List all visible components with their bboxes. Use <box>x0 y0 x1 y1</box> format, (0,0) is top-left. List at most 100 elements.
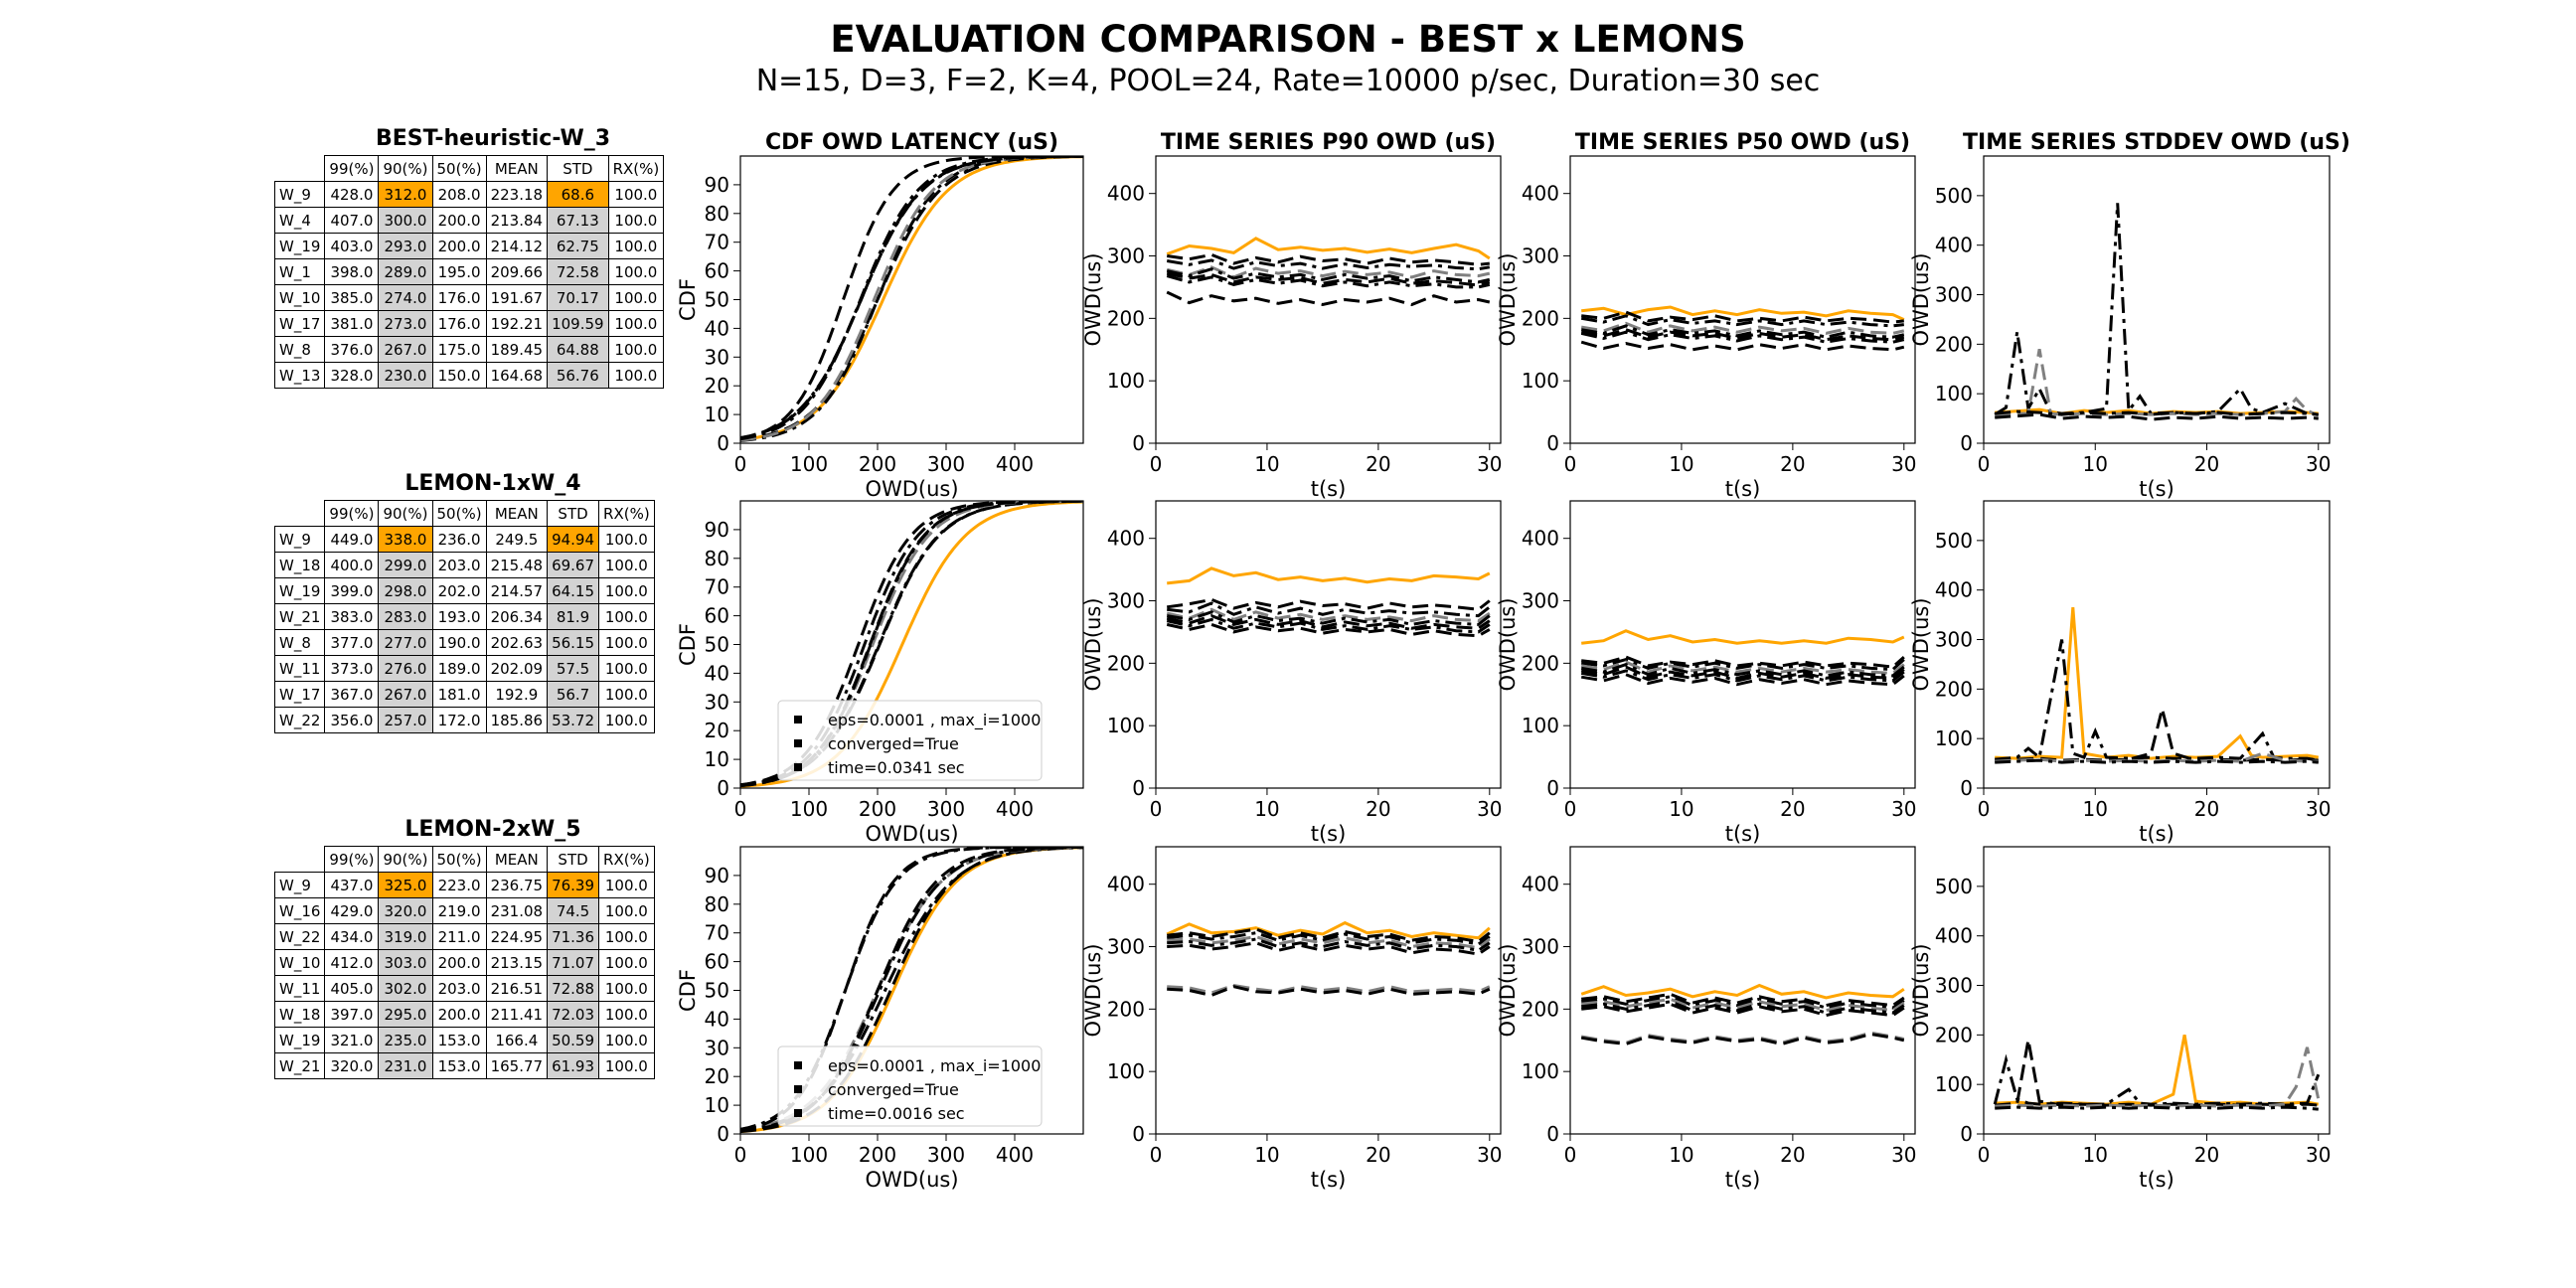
table-cell: 213.84 <box>485 207 549 234</box>
y-tick-label: 0 <box>1960 776 1973 800</box>
y-tick-label: 400 <box>1935 234 1973 257</box>
y-tick-label: 100 <box>1935 1072 1973 1096</box>
plot-frame <box>1569 500 1916 789</box>
table-cell: 289.0 <box>378 258 433 285</box>
y-tick-label: 300 <box>1935 628 1973 652</box>
x-tick-label: 200 <box>859 1143 896 1167</box>
y-tick-label: 60 <box>705 604 729 628</box>
table-cell: 71.36 <box>547 923 600 950</box>
series-line <box>740 501 1083 787</box>
table-cell: 381.0 <box>324 310 380 337</box>
table-title: LEMON-2xW_5 <box>404 817 581 842</box>
y-tick-label: 90 <box>705 173 729 197</box>
series-line <box>1581 1002 1905 1018</box>
table-title: LEMON-1xW_4 <box>404 471 581 496</box>
y-axis-label: OWD(us) <box>1081 252 1105 346</box>
x-tick-label: 0 <box>1564 1143 1577 1167</box>
table-cell: 399.0 <box>324 577 380 604</box>
table-cell: 100.0 <box>598 603 655 630</box>
table-cell: 257.0 <box>378 707 433 733</box>
plot-frame <box>739 500 1084 789</box>
table-corner <box>275 847 325 873</box>
y-tick-label: 200 <box>1107 997 1145 1021</box>
table-cell: 53.72 <box>547 707 600 733</box>
table-cell: 303.0 <box>378 949 433 976</box>
chart-panel-1-row-1: CDF OWD LATENCY (uS) 0 100 200 300 400 0 10 20 30… <box>676 130 1084 501</box>
series-line <box>1166 267 1491 284</box>
column-header: RX(%) <box>598 500 655 527</box>
table-cell: 175.0 <box>431 336 487 363</box>
table-cell: 100.0 <box>607 258 665 285</box>
table-corner <box>275 501 325 527</box>
y-tick-label: 500 <box>1935 184 1973 208</box>
table-cell: 328.0 <box>324 362 380 389</box>
table-cell: 81.9 <box>547 603 600 630</box>
x-axis-label: OWD(us) <box>865 477 958 501</box>
table-cell: 376.0 <box>324 336 380 363</box>
series-line <box>1167 601 1491 618</box>
y-tick-label: 20 <box>705 374 729 398</box>
legend-entry: time=0.0341 sec <box>828 758 965 777</box>
x-tick-label: 0 <box>1150 452 1163 476</box>
row-label: W_9 <box>273 181 326 208</box>
series-line <box>1166 258 1491 271</box>
x-tick-label: 20 <box>2194 452 2219 476</box>
table-header-row: 99(%) 90(%) 50(%) MEAN STD RX(%) <box>275 846 655 873</box>
series-line <box>1580 1032 1905 1046</box>
series-line <box>1580 314 1904 328</box>
y-tick-label: 500 <box>1935 529 1973 553</box>
series-line <box>1580 324 1905 339</box>
table-cell: 100.0 <box>598 552 655 578</box>
series-line <box>740 156 1083 441</box>
table-cell: 57.5 <box>547 655 600 682</box>
y-tick-label: 100 <box>1522 369 1559 393</box>
y-tick-label: 30 <box>705 690 729 714</box>
y-tick-label: 0 <box>717 776 729 800</box>
y-tick-label: 0 <box>1546 776 1559 800</box>
y-tick-label: 400 <box>1522 873 1559 896</box>
column-header: RX(%) <box>607 155 665 182</box>
table-cell: 100.0 <box>607 181 665 208</box>
table-row: W_17 367.0 267.0 181.0 192.9 56.7 100.0 <box>273 681 655 708</box>
series-line <box>740 156 1083 440</box>
series-line <box>1167 931 1491 946</box>
y-tick-label: 50 <box>705 288 729 312</box>
row-label: W_8 <box>273 629 326 656</box>
table-cell: 56.7 <box>547 681 600 708</box>
y-tick-label: 100 <box>1522 714 1559 737</box>
table-cell: 235.0 <box>378 1027 433 1053</box>
table-cell: 100.0 <box>607 310 665 337</box>
column-header: 99(%) <box>324 500 380 527</box>
y-tick-label: 20 <box>705 1064 729 1088</box>
series-line <box>1995 1035 2320 1106</box>
table-row: W_10 385.0 274.0 176.0 191.67 70.17 100.0 <box>273 284 665 311</box>
legend-box <box>777 1046 1043 1127</box>
y-tick-label: 200 <box>1522 997 1559 1021</box>
y-axis-label: OWD(us) <box>1081 597 1105 691</box>
table-cell: 200.0 <box>431 233 487 259</box>
plot-frame <box>1155 155 1502 444</box>
x-tick-label: 0 <box>734 452 747 476</box>
y-tick-label: 300 <box>1522 589 1559 613</box>
table-row: W_8 376.0 267.0 175.0 189.45 64.88 100.0 <box>273 336 665 363</box>
chart-title: CDF OWD LATENCY (uS) <box>765 130 1058 155</box>
column-header: MEAN <box>485 155 549 182</box>
series-line <box>1581 992 1905 1008</box>
x-tick-label: 300 <box>927 1143 965 1167</box>
table-row: W_16 429.0 320.0 219.0 231.08 74.5 100.0 <box>273 897 655 924</box>
column-header: STD <box>547 500 600 527</box>
column-header: 50(%) <box>431 500 487 527</box>
x-tick-label: 30 <box>1891 452 1916 476</box>
x-tick-label: 400 <box>996 452 1034 476</box>
table-cell: 434.0 <box>324 923 380 950</box>
row-label: W_22 <box>273 707 326 733</box>
table-row: W_21 320.0 231.0 153.0 165.77 61.93 100.0 <box>273 1052 655 1079</box>
table-cell: 164.68 <box>485 362 549 389</box>
series-line <box>740 156 1083 442</box>
column-header: 50(%) <box>431 155 487 182</box>
table-cell: 100.0 <box>598 975 655 1002</box>
table-cell: 373.0 <box>324 655 380 682</box>
x-axis-label: t(s) <box>1725 1168 1761 1192</box>
